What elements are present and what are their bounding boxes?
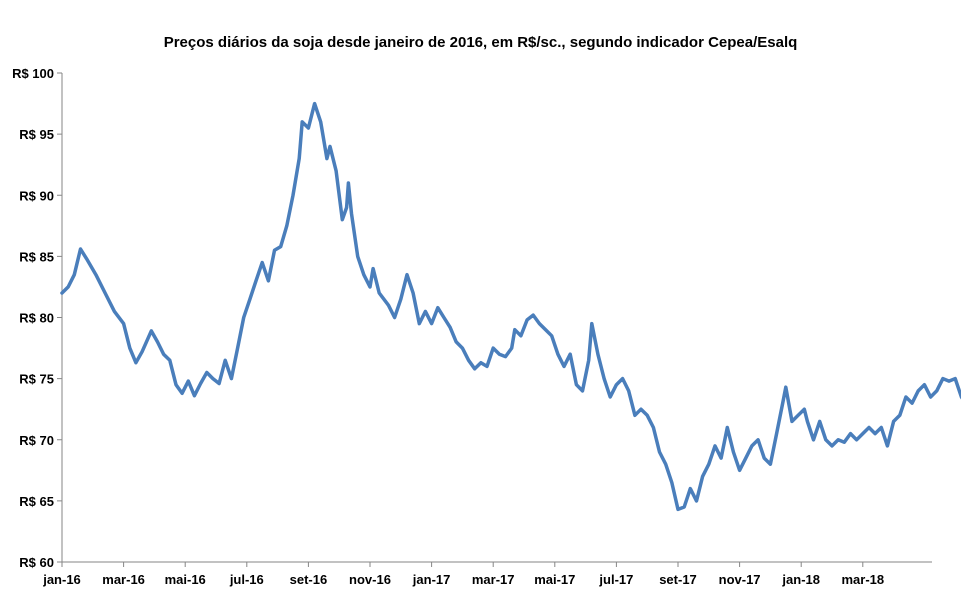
y-tick-label: R$ 60 (19, 555, 54, 570)
y-tick-label: R$ 80 (19, 311, 54, 326)
y-tick-label: R$ 90 (19, 188, 54, 203)
x-tick-label: mar-18 (841, 572, 884, 587)
x-tick-label: set-17 (659, 572, 697, 587)
x-tick-label: jan-16 (42, 572, 81, 587)
x-tick-label: mai-17 (534, 572, 575, 587)
y-tick-label: R$ 100 (12, 66, 54, 81)
y-tick-label: R$ 65 (19, 494, 54, 509)
x-tick-label: nov-17 (719, 572, 761, 587)
chart-title: Preços diários da soja desde janeiro de … (163, 34, 798, 51)
x-tick-label: jul-17 (598, 572, 633, 587)
x-tick-label: jan-18 (781, 572, 820, 587)
x-tick-label: jan-17 (412, 572, 451, 587)
y-tick-label: R$ 75 (19, 372, 54, 387)
y-tick-label: R$ 95 (19, 127, 54, 142)
x-tick-label: mar-16 (102, 572, 145, 587)
x-tick-label: jul-16 (229, 572, 264, 587)
y-tick-label: R$ 85 (19, 249, 54, 264)
x-tick-label: nov-16 (349, 572, 391, 587)
x-tick-label: set-16 (290, 572, 328, 587)
x-tick-label: mai-16 (165, 572, 206, 587)
series-line-0 (60, 101, 961, 512)
y-tick-label: R$ 70 (19, 433, 54, 448)
x-tick-label: mar-17 (472, 572, 515, 587)
